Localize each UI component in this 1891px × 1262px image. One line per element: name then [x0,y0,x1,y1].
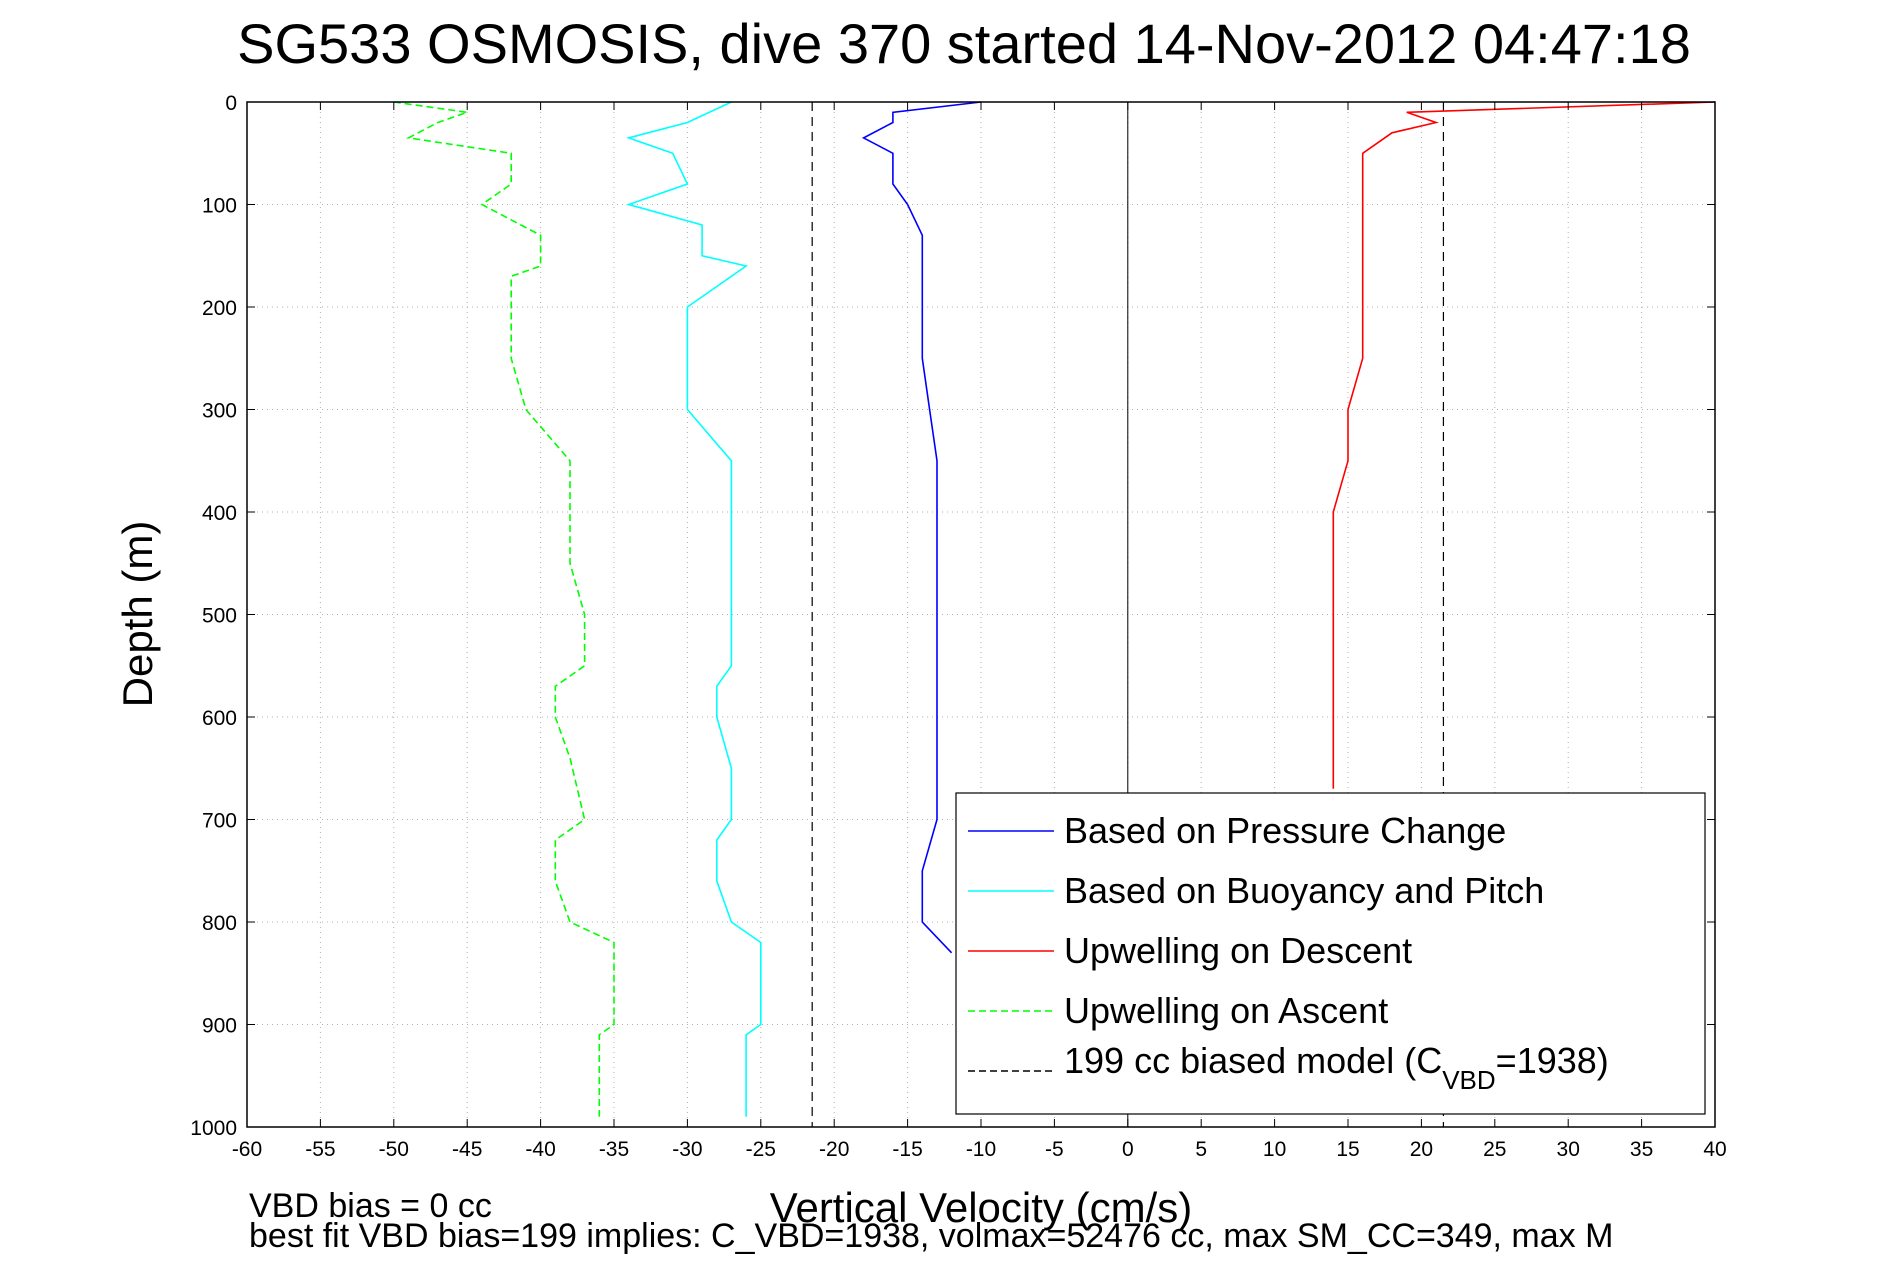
grid [247,102,1715,1127]
x-tick-label: -50 [379,1138,409,1161]
series-based-on-buoyancy-and-pitch [625,101,762,1117]
footer-line-1: VBD bias = 0 cc [249,1187,492,1225]
y-tick-label: 500 [202,605,237,628]
x-tick-label: -45 [452,1138,482,1161]
y-axis-label: Depth (m) [114,521,161,708]
legend-label: Upwelling on Descent [1064,930,1412,971]
data-series [393,101,1716,1117]
legend-box [955,792,1706,1115]
x-axis-ticks: -60 -55 -50 -45 -40 -35 -30 -25 -20 -15 -10 -5 0 5 10 1… [232,102,1727,1161]
chart-title: SG533 OSMOSIS, dive 370 started 14-Nov-2… [237,12,1691,75]
x-tick-label: -35 [599,1138,629,1161]
y-tick-label: 200 [202,297,237,320]
legend-label: 199 cc biased model (CVBD=1938) [1064,1040,1609,1095]
legend: Based on Pressure Change Based on Buoyanc… [955,792,1706,1115]
series-upwelling-on-ascent [393,101,615,1117]
y-tick-label: 800 [202,912,237,935]
y-tick-label: 600 [202,707,237,730]
x-tick-label: 20 [1410,1138,1433,1161]
x-tick-label: 0 [1122,1138,1134,1161]
x-tick-label: -10 [966,1138,996,1161]
x-axis-label: Vertical Velocity (cm/s) [770,1184,1192,1231]
x-tick-label: -5 [1045,1138,1064,1161]
y-tick-label: 1000 [190,1117,237,1140]
y-tick-label: 100 [202,195,237,218]
legend-label: Based on Pressure Change [1064,810,1506,851]
x-tick-label: -25 [746,1138,776,1161]
x-tick-label: 10 [1263,1138,1286,1161]
x-tick-label: -15 [892,1138,922,1161]
series-upwelling-on-descent [1332,101,1716,789]
x-tick-label: 35 [1630,1138,1653,1161]
x-tick-label: 30 [1557,1138,1580,1161]
y-tick-label: 300 [202,400,237,423]
series-based-on-pressure-change [861,101,982,954]
x-tick-label: 5 [1195,1138,1207,1161]
x-tick-label: -20 [819,1138,849,1161]
y-axis-ticks: 0 100 200 300 400 500 600 700 800 900 1000 [190,92,1715,1140]
legend-label: Upwelling on Ascent [1064,990,1388,1031]
x-tick-label: 25 [1483,1138,1506,1161]
y-tick-label: 700 [202,810,237,833]
legend-label: Based on Buoyancy and Pitch [1064,870,1544,911]
x-tick-label: -60 [232,1138,262,1161]
x-tick-label: 40 [1703,1138,1726,1161]
x-tick-label: -30 [672,1138,702,1161]
y-tick-label: 900 [202,1015,237,1038]
x-tick-label: -55 [305,1138,335,1161]
y-tick-label: 400 [202,502,237,525]
x-tick-label: 15 [1336,1138,1359,1161]
footer-line-2: best fit VBD bias=199 implies: C_VBD=193… [249,1217,1613,1255]
x-tick-label: -40 [525,1138,555,1161]
y-tick-label: 0 [225,92,237,115]
